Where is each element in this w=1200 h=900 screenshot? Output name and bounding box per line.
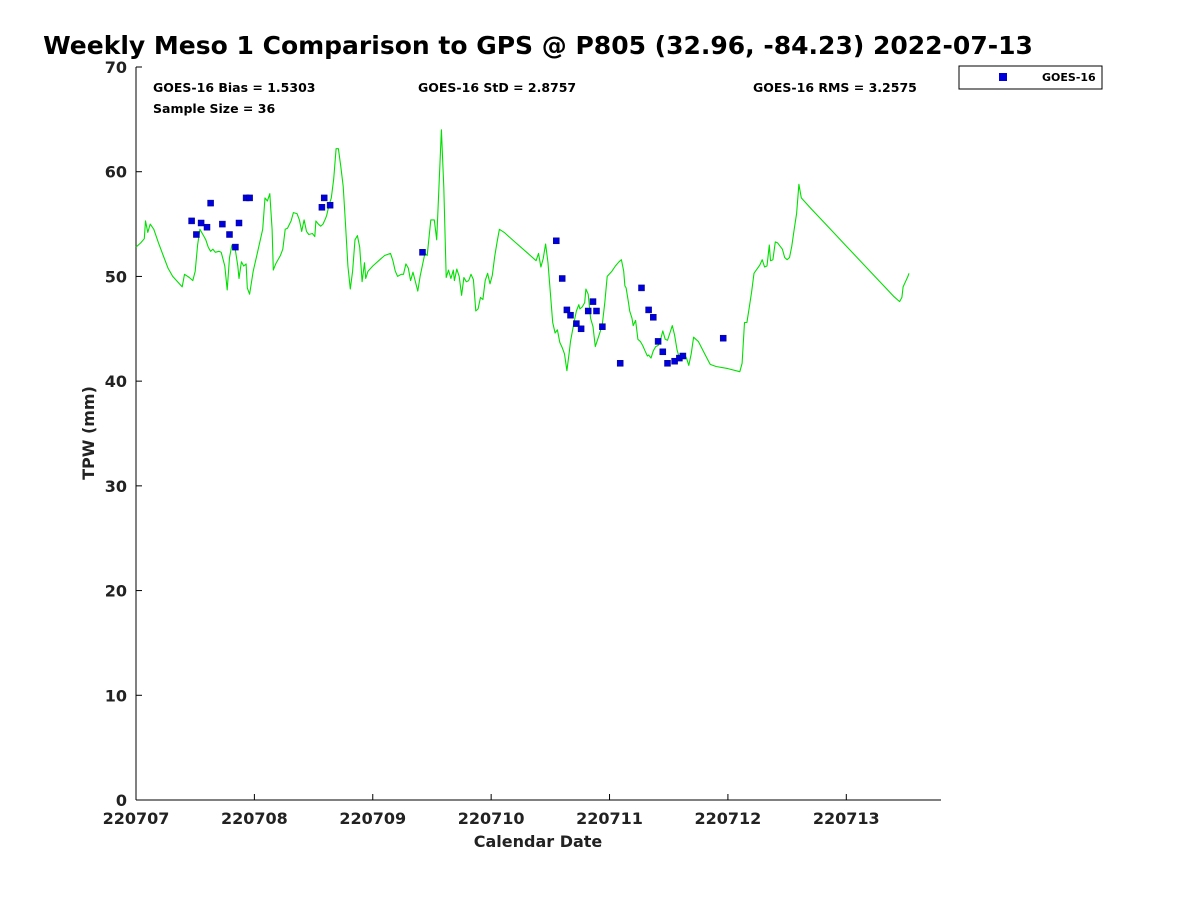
goes16-point [326, 201, 334, 209]
x-axis-label: Calendar Date [474, 832, 603, 851]
x-tick-label: 220711 [576, 809, 643, 828]
stat-bias: GOES-16 Bias = 1.5303 [153, 80, 315, 95]
legend-marker-goes16 [999, 73, 1007, 81]
y-tick-label: 50 [105, 267, 127, 286]
goes16-point [318, 204, 326, 211]
goes16-point [235, 219, 243, 227]
goes16-point [207, 199, 214, 207]
goes16-point [193, 231, 200, 238]
legend: GOES-16 [958, 65, 1103, 90]
y-tick-label: 70 [105, 58, 127, 77]
stat-sample-size: Sample Size = 36 [153, 101, 275, 116]
goes16-point [577, 325, 585, 333]
stat-std: GOES-16 StD = 2.8757 [418, 80, 576, 95]
x-tick-label: 220709 [339, 809, 406, 828]
y-tick-label: 60 [105, 163, 127, 182]
goes16-point [589, 298, 597, 305]
x-tick-label: 220708 [221, 809, 288, 828]
y-tick-label: 20 [105, 582, 127, 601]
goes16-point [616, 360, 624, 367]
goes16-point [654, 338, 662, 345]
goes16-point [593, 307, 600, 315]
goes16-point [246, 194, 253, 202]
series-gps-line [135, 129, 910, 373]
legend-label-goes16: GOES-16 [1042, 71, 1096, 84]
x-tick-label: 220707 [103, 809, 170, 828]
goes16-point [719, 334, 727, 342]
x-axis: 220707 220708 220709 220710 220711 220712 2207… [103, 794, 941, 828]
goes16-point [553, 237, 560, 245]
goes16-point [645, 306, 652, 314]
goes16-point [219, 220, 226, 228]
goes16-point [558, 275, 566, 282]
y-tick-label: 40 [105, 372, 127, 391]
x-tick-label: 220710 [458, 809, 525, 828]
series-goes16-points [188, 194, 727, 367]
goes16-point [679, 352, 687, 360]
x-tick-label: 220712 [695, 809, 762, 828]
goes16-point [188, 217, 195, 225]
goes16-point [203, 223, 211, 231]
goes16-point [638, 284, 645, 292]
y-axis: 0 10 20 30 40 50 60 70 [105, 58, 142, 810]
y-tick-label: 10 [105, 686, 127, 705]
goes16-point [659, 348, 667, 356]
goes16-point [197, 219, 205, 227]
y-tick-label: 30 [105, 477, 127, 496]
goes16-point [232, 243, 239, 251]
y-axis-label: TPW (mm) [79, 386, 98, 480]
goes16-point [567, 311, 574, 319]
plot-area [136, 67, 941, 800]
goes16-point [664, 360, 671, 367]
goes16-point [563, 306, 571, 314]
x-tick-label: 220713 [813, 809, 880, 828]
y-tick-label: 0 [116, 791, 127, 810]
stat-rms: GOES-16 RMS = 3.2575 [753, 80, 917, 95]
gps-line-path [135, 129, 910, 373]
goes16-point [584, 307, 592, 315]
goes16-point [419, 249, 426, 256]
goes16-point [226, 231, 233, 238]
goes16-point [573, 320, 580, 327]
chart-title: Weekly Meso 1 Comparison to GPS @ P805 (… [43, 31, 1033, 60]
goes16-point [320, 194, 328, 202]
goes16-point [650, 314, 657, 321]
goes16-point [599, 323, 606, 330]
legend-box [958, 65, 1103, 90]
